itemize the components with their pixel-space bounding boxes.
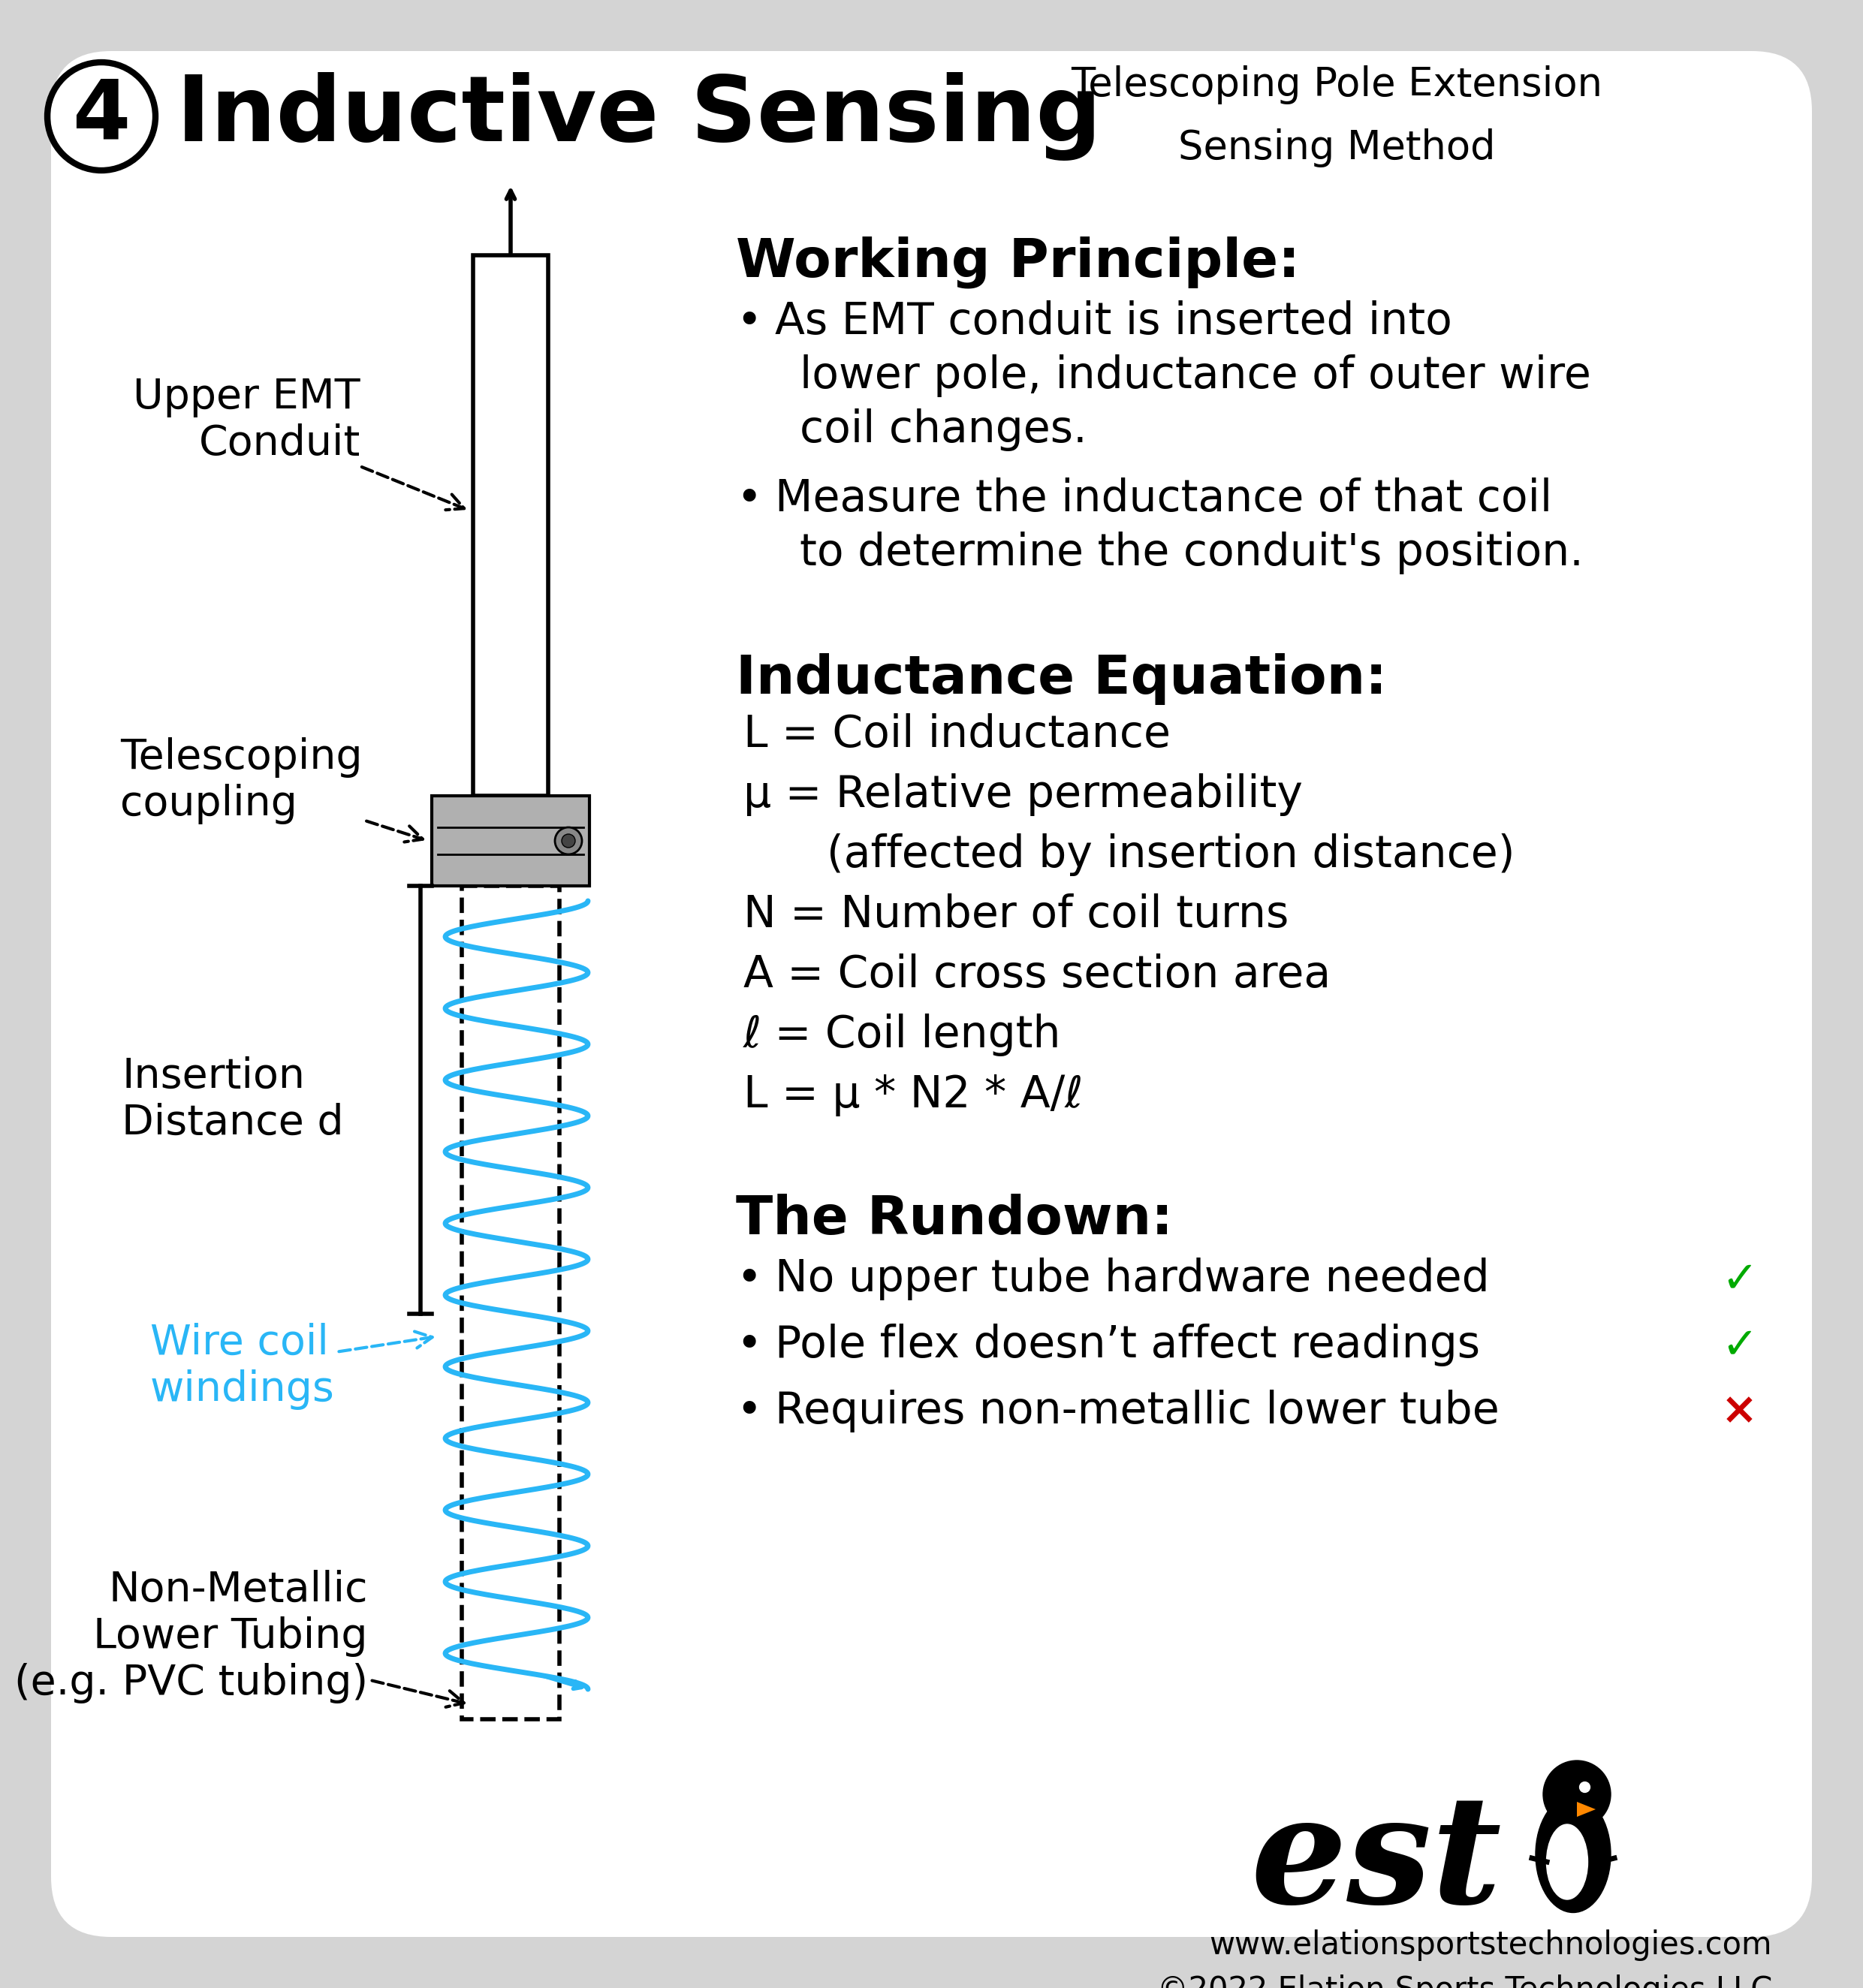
Polygon shape <box>1576 1801 1597 1817</box>
Text: •: • <box>736 1324 762 1366</box>
FancyBboxPatch shape <box>50 52 1813 1936</box>
Text: N = Number of coil turns: N = Number of coil turns <box>743 893 1289 936</box>
Text: to determine the conduit's position.: to determine the conduit's position. <box>799 531 1584 575</box>
Circle shape <box>555 827 581 855</box>
Text: ×: × <box>1721 1390 1759 1433</box>
Circle shape <box>1543 1761 1611 1829</box>
Text: μ = Relative permeability: μ = Relative permeability <box>743 773 1302 815</box>
Text: Requires non-metallic lower tube: Requires non-metallic lower tube <box>775 1390 1500 1433</box>
Text: 4: 4 <box>73 76 130 157</box>
Text: The Rundown:: The Rundown: <box>736 1193 1174 1246</box>
Text: Wire coil
windings: Wire coil windings <box>151 1322 432 1409</box>
Text: Sensing Method: Sensing Method <box>1177 129 1496 167</box>
Text: A = Coil cross section area: A = Coil cross section area <box>743 954 1330 996</box>
Text: lower pole, inductance of outer wire: lower pole, inductance of outer wire <box>799 354 1591 398</box>
Text: •: • <box>736 1258 762 1300</box>
Text: Working Principle:: Working Principle: <box>736 237 1300 288</box>
Bar <box>432 795 589 887</box>
Text: Non-Metallic
Lower Tubing
(e.g. PVC tubing): Non-Metallic Lower Tubing (e.g. PVC tubi… <box>15 1571 464 1708</box>
Text: No upper tube hardware needed: No upper tube hardware needed <box>775 1258 1490 1300</box>
Text: Pole flex doesn’t affect readings: Pole flex doesn’t affect readings <box>775 1324 1479 1366</box>
Text: est: est <box>1250 1789 1502 1934</box>
Text: •: • <box>736 477 762 521</box>
Text: ©2022 Elation Sports Technologies LLC: ©2022 Elation Sports Technologies LLC <box>1157 1974 1772 1988</box>
Text: Inductance Equation:: Inductance Equation: <box>736 654 1388 706</box>
Text: www.elationsportstechnologies.com: www.elationsportstechnologies.com <box>1209 1930 1772 1960</box>
Bar <box>462 887 559 1720</box>
Circle shape <box>561 835 576 847</box>
Text: Inductive Sensing: Inductive Sensing <box>177 72 1101 161</box>
Text: ℓ = Coil length: ℓ = Coil length <box>743 1014 1062 1056</box>
Text: Measure the inductance of that coil: Measure the inductance of that coil <box>775 477 1552 521</box>
Text: ✓: ✓ <box>1721 1258 1759 1300</box>
Text: Insertion
Distance d: Insertion Distance d <box>121 1056 345 1143</box>
Text: Telescoping
coupling: Telescoping coupling <box>119 738 423 843</box>
Text: •: • <box>736 1390 762 1433</box>
Text: As EMT conduit is inserted into: As EMT conduit is inserted into <box>775 300 1451 344</box>
Bar <box>473 254 548 795</box>
Ellipse shape <box>1546 1825 1587 1899</box>
Text: coil changes.: coil changes. <box>799 408 1086 451</box>
Text: L = Coil inductance: L = Coil inductance <box>743 714 1170 755</box>
Ellipse shape <box>1535 1797 1611 1912</box>
Text: ✓: ✓ <box>1721 1324 1759 1366</box>
Text: (affected by insertion distance): (affected by insertion distance) <box>743 833 1515 877</box>
Text: L = μ * N2 * A/ℓ: L = μ * N2 * A/ℓ <box>743 1074 1082 1117</box>
Text: •: • <box>736 300 762 344</box>
Text: Upper EMT
Conduit: Upper EMT Conduit <box>132 378 464 509</box>
Text: Telescoping Pole Extension: Telescoping Pole Extension <box>1071 66 1602 103</box>
